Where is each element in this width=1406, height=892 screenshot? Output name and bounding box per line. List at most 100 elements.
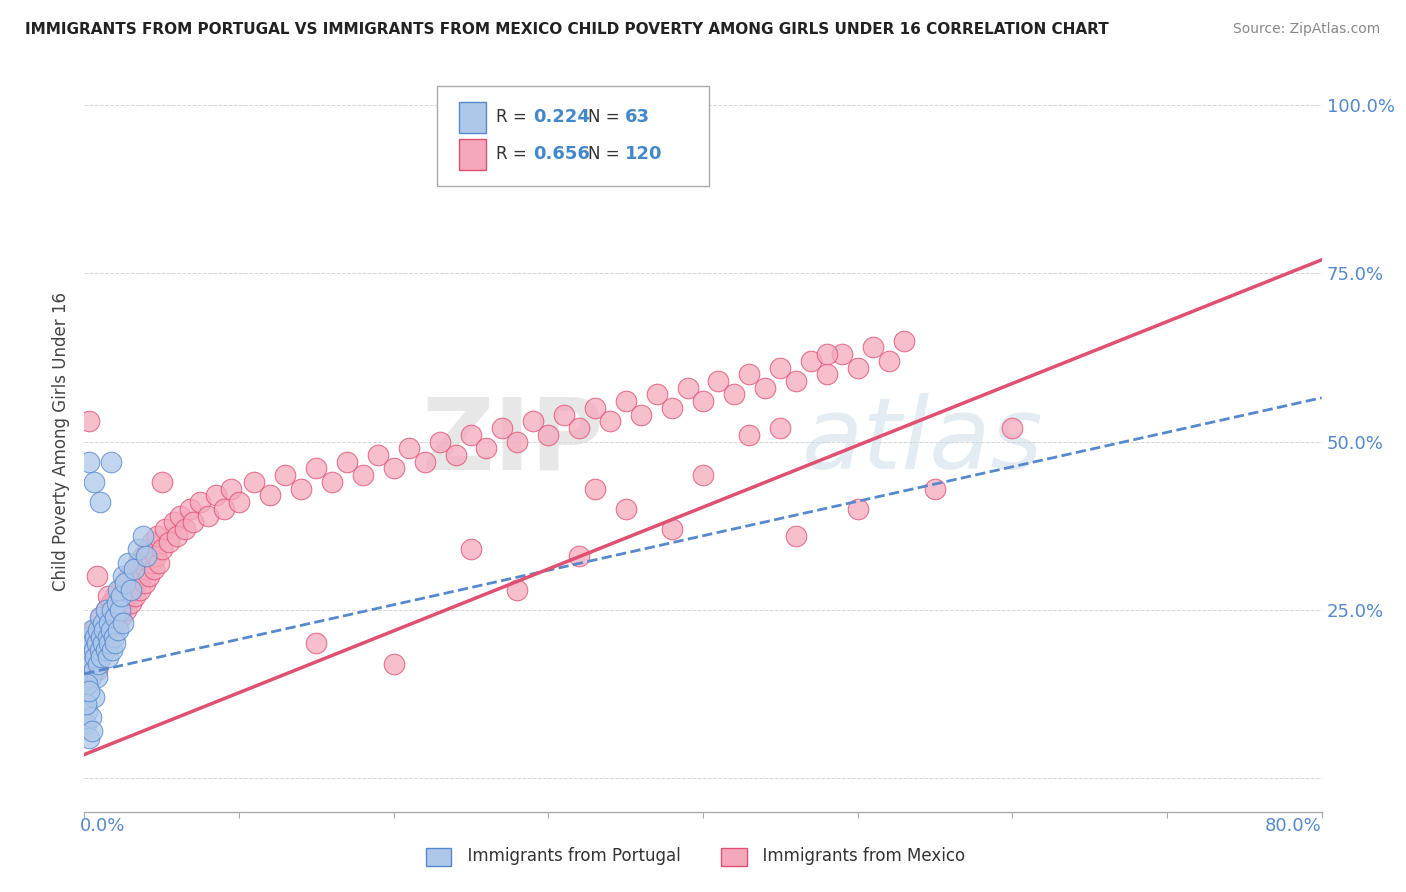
Point: [101, 603, 124, 617]
Point: [75, 657, 97, 671]
Point: [77, 414, 100, 428]
Point: [179, 501, 201, 516]
Point: [107, 582, 129, 597]
Point: [131, 569, 153, 583]
Point: [145, 549, 167, 563]
Point: [96, 630, 118, 644]
Point: [321, 475, 343, 489]
Point: [877, 353, 900, 368]
Point: [98, 636, 121, 650]
Point: [630, 408, 652, 422]
Point: [93, 623, 115, 637]
Point: [831, 347, 853, 361]
Point: [188, 495, 211, 509]
Point: [614, 501, 637, 516]
Point: [79, 636, 101, 650]
Point: [785, 529, 807, 543]
Text: R =: R =: [496, 145, 533, 163]
Point: [83, 643, 105, 657]
Point: [583, 482, 606, 496]
Point: [96, 649, 118, 664]
Point: [86, 670, 108, 684]
Point: [738, 368, 761, 382]
Point: [537, 427, 560, 442]
Point: [769, 421, 792, 435]
Point: [96, 590, 118, 604]
Point: [367, 448, 389, 462]
Point: [94, 603, 117, 617]
Point: [382, 461, 405, 475]
Point: [100, 596, 122, 610]
Text: Immigrants from Mexico: Immigrants from Mexico: [752, 847, 966, 865]
Point: [121, 582, 143, 597]
Point: [93, 623, 115, 637]
Point: [82, 657, 104, 671]
Point: [522, 414, 544, 428]
Point: [75, 697, 97, 711]
Text: N =: N =: [588, 108, 624, 127]
Point: [506, 582, 529, 597]
Point: [101, 643, 124, 657]
Point: [76, 677, 98, 691]
Point: [707, 374, 730, 388]
Point: [305, 636, 328, 650]
Text: 0.0%: 0.0%: [80, 817, 125, 835]
Point: [103, 630, 125, 644]
Point: [104, 590, 127, 604]
Bar: [460, 102, 486, 133]
Point: [429, 434, 451, 449]
Point: [105, 616, 128, 631]
Point: [87, 643, 110, 657]
Point: [723, 387, 745, 401]
Point: [141, 535, 163, 549]
Point: [924, 482, 946, 496]
Text: IMMIGRANTS FROM PORTUGAL VS IMMIGRANTS FROM MEXICO CHILD POVERTY AMONG GIRLS UND: IMMIGRANTS FROM PORTUGAL VS IMMIGRANTS F…: [25, 22, 1109, 37]
Point: [100, 455, 122, 469]
Text: Source: ZipAtlas.com: Source: ZipAtlas.com: [1233, 22, 1381, 37]
Point: [122, 562, 145, 576]
Point: [413, 455, 436, 469]
Point: [127, 556, 149, 570]
Point: [84, 649, 107, 664]
Point: [84, 630, 107, 644]
Point: [135, 562, 157, 576]
Point: [163, 516, 186, 530]
Y-axis label: Child Poverty Among Girls Under 16: Child Poverty Among Girls Under 16: [52, 292, 70, 591]
Point: [82, 623, 104, 637]
Point: [83, 623, 105, 637]
Text: 0.656: 0.656: [533, 145, 591, 163]
Point: [120, 596, 142, 610]
Point: [553, 408, 575, 422]
Text: ZIP: ZIP: [422, 393, 605, 490]
Point: [212, 501, 235, 516]
Point: [83, 475, 105, 489]
Point: [259, 488, 281, 502]
Point: [150, 542, 173, 557]
Point: [83, 664, 105, 678]
Point: [86, 636, 108, 650]
Point: [122, 562, 145, 576]
Point: [645, 387, 668, 401]
Point: [124, 590, 146, 604]
Point: [84, 649, 107, 664]
Point: [79, 657, 101, 671]
Point: [112, 616, 135, 631]
Point: [100, 623, 122, 637]
Point: [336, 455, 359, 469]
Point: [568, 421, 591, 435]
Point: [769, 360, 792, 375]
Point: [138, 569, 160, 583]
Point: [82, 723, 104, 738]
Point: [205, 488, 228, 502]
Point: [568, 549, 591, 563]
Point: [91, 616, 114, 631]
Point: [96, 630, 118, 644]
Point: [76, 704, 98, 718]
Point: [785, 374, 807, 388]
Point: [86, 664, 108, 678]
Point: [110, 609, 132, 624]
Point: [87, 623, 110, 637]
Point: [506, 434, 529, 449]
Point: [76, 643, 98, 657]
Point: [846, 360, 869, 375]
